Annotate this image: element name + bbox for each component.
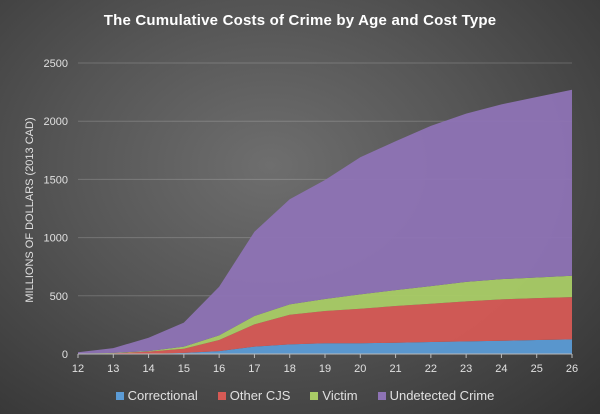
x-tick-label: 26 [566, 363, 578, 375]
area-other-cjs [78, 297, 572, 354]
x-tick-label: 24 [495, 363, 507, 375]
x-tick-label: 21 [389, 363, 401, 375]
legend-swatch [217, 391, 226, 400]
legend-swatch [310, 391, 319, 400]
x-tick-label: 20 [354, 363, 366, 375]
x-tick-label: 14 [142, 363, 154, 375]
y-tick-label: 1000 [44, 233, 68, 245]
x-tick-label: 17 [248, 363, 260, 375]
chart-title: The Cumulative Costs of Crime by Age and… [103, 12, 497, 29]
y-tick-label: 0 [62, 349, 68, 361]
legend-item: Other CJS [217, 388, 291, 403]
x-tick-label: 25 [531, 363, 543, 375]
y-tick-label: 2000 [44, 116, 68, 128]
area-correctional [78, 339, 572, 354]
legend-item: Undetected Crime [377, 388, 495, 403]
y-tick-label: 500 [50, 291, 68, 303]
legend-item: Correctional [115, 388, 198, 403]
x-tick-label: 18 [284, 363, 296, 375]
legend: Correctional Other CJS Victim Undetected Cr… [0, 388, 600, 403]
legend-label: Victim [322, 388, 358, 403]
x-tick-label: 22 [425, 363, 437, 375]
legend-label: Undetected Crime [389, 388, 495, 403]
x-tick-label: 12 [72, 363, 84, 375]
legend-item: Victim [310, 388, 358, 403]
x-tick-label: 19 [319, 363, 331, 375]
x-tick-label: 16 [213, 363, 225, 375]
x-tick-label: 23 [460, 363, 472, 375]
legend-label: Correctional [127, 388, 198, 403]
legend-swatch [377, 391, 386, 400]
y-tick-label: 1500 [44, 174, 68, 186]
legend-swatch [115, 391, 124, 400]
y-tick-label: 2500 [44, 58, 68, 70]
area-victim [78, 275, 572, 354]
legend-label: Other CJS [229, 388, 291, 403]
area-undetected-crime [78, 89, 572, 354]
x-tick-label: 13 [107, 363, 119, 375]
x-tick-label: 15 [178, 363, 190, 375]
